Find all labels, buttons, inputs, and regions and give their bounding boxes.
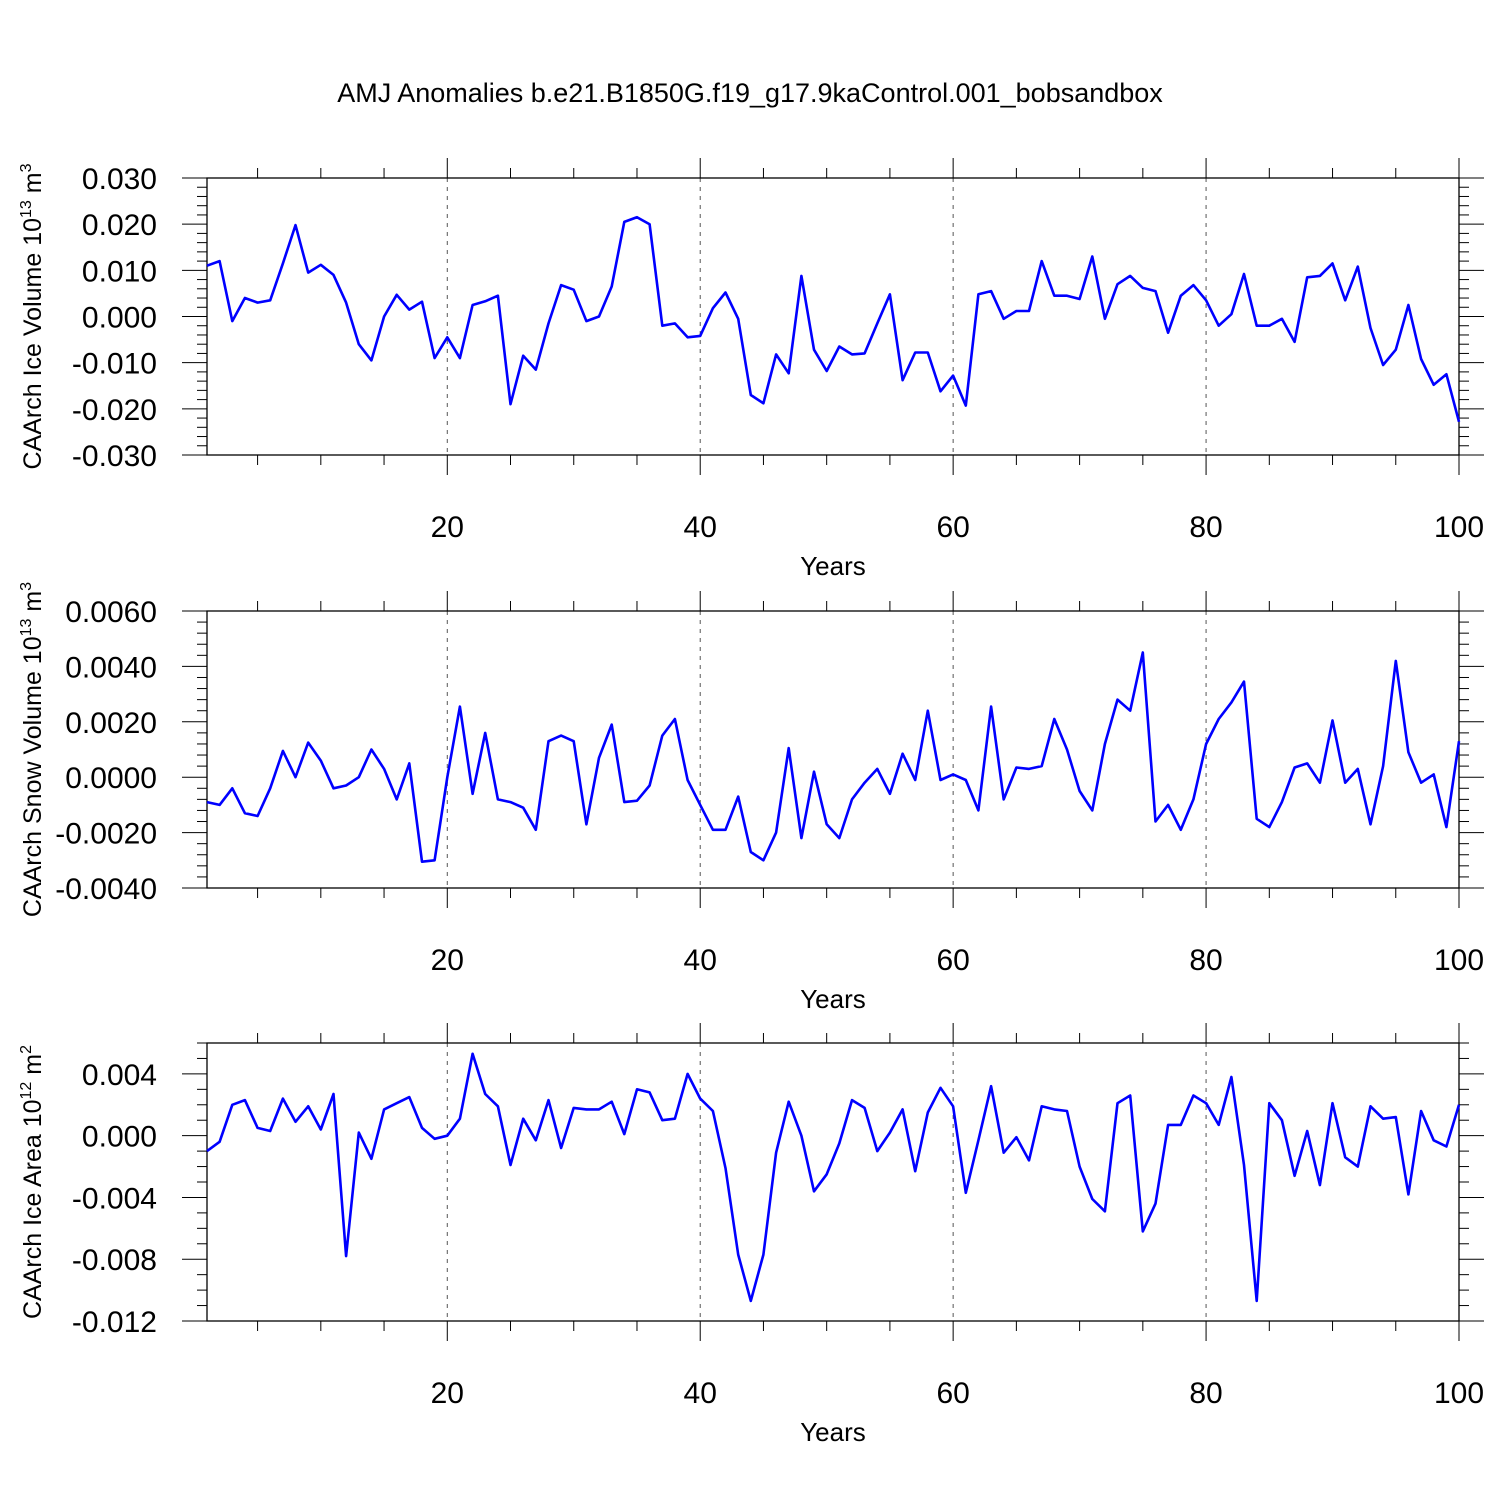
panel2-x-tick-label: 20 [431, 944, 464, 977]
panel1-x-tick-label: 80 [1189, 511, 1222, 544]
panel1-plot-frame [206, 177, 1460, 456]
panel3-x-axis-title: Years [800, 1417, 866, 1447]
panel2-y-axis-title: CAArch Snow Volume 1013 m3 [18, 582, 47, 917]
panel3-x-tick-label: 100 [1434, 1377, 1484, 1410]
panel3-y-tick-label: 0.000 [82, 1121, 157, 1154]
panel2-x-tick-label: 40 [684, 944, 717, 977]
panel1-x-tick-label: 20 [431, 511, 464, 544]
panel1-series-line [206, 215, 1461, 423]
panel1-y-tick-label: 0.000 [82, 302, 157, 335]
panel2-y-tick-label: 0.0020 [65, 707, 157, 740]
panel2-plot-frame [206, 610, 1460, 889]
panel1-y-tick-label: -0.010 [72, 348, 157, 381]
panel2-y-tick-label: 0.0040 [65, 651, 157, 684]
panel2-x-tick-label: 100 [1434, 944, 1484, 977]
panel2-y-tick-label: 0.0060 [65, 596, 157, 629]
panel2-y-tick-label: -0.0040 [55, 873, 157, 906]
panel1-x-axis-title: Years [800, 551, 866, 581]
panel2-y-tick-label: -0.0020 [55, 818, 157, 851]
panel1-y-tick-label: -0.030 [72, 440, 157, 473]
panel3-x-tick-label: 20 [431, 1377, 464, 1410]
chart-title: AMJ Anomalies b.e21.B1850G.f19_g17.9kaCo… [337, 78, 1163, 108]
panel1-x-tick-label: 40 [684, 511, 717, 544]
panel3-y-tick-label: -0.008 [72, 1244, 157, 1277]
panel2-series-line [206, 651, 1461, 864]
panel3-plot-frame [206, 1042, 1460, 1322]
panel1-y-tick-label: -0.020 [72, 394, 157, 427]
panel2-x-axis-title: Years [800, 984, 866, 1014]
panel2-y-tick-label: 0.0000 [65, 762, 157, 795]
panel3-y-tick-label: -0.004 [72, 1182, 157, 1215]
panel1-y-tick-label: 0.010 [82, 255, 157, 288]
panel3-series-line [206, 1052, 1461, 1303]
panel2-x-tick-label: 60 [936, 944, 969, 977]
panel2-x-tick-label: 80 [1189, 944, 1222, 977]
panel3-y-tick-label: -0.012 [72, 1306, 157, 1339]
panel1-y-axis-title: CAArch Ice Volume 1013 m3 [18, 163, 47, 469]
panel3-x-tick-label: 40 [684, 1377, 717, 1410]
panel1-y-tick-label: 0.030 [82, 163, 157, 196]
panel3-x-tick-label: 60 [936, 1377, 969, 1410]
panel3-y-tick-label: 0.004 [82, 1059, 157, 1092]
panel3-y-axis-title: CAArch Ice Area 1012 m2 [18, 1045, 47, 1319]
panel1-x-tick-label: 100 [1434, 511, 1484, 544]
panel3-x-tick-label: 80 [1189, 1377, 1222, 1410]
panel1-y-tick-label: 0.020 [82, 209, 157, 242]
panel1-x-tick-label: 60 [936, 511, 969, 544]
